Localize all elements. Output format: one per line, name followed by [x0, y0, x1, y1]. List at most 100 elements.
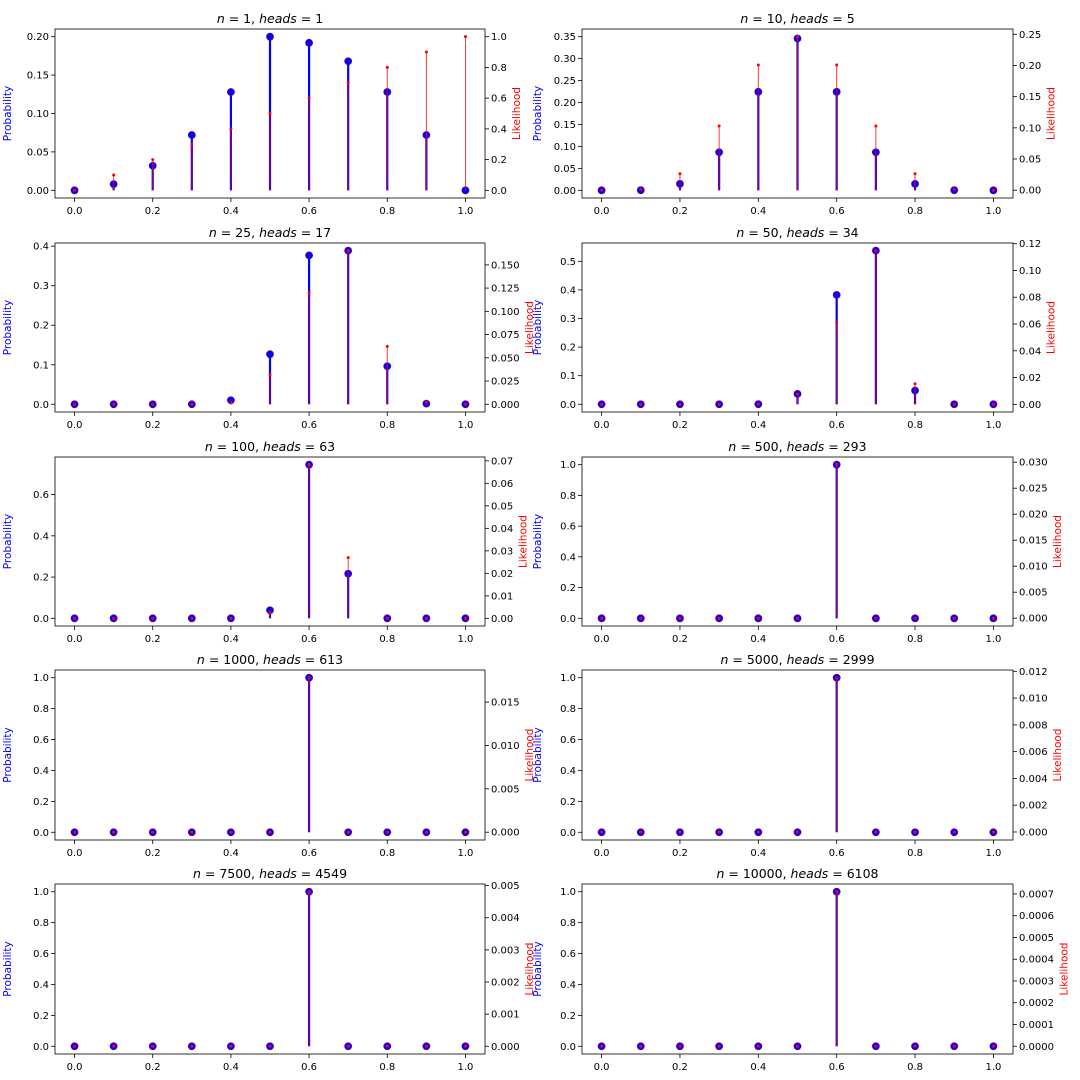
- likelihood-marker: [796, 392, 799, 396]
- y-right-tick-label: 0.10: [1019, 123, 1041, 134]
- likelihood-marker: [229, 616, 233, 620]
- subplot-1: n = 1, heads = 1 0.0 0.2 0.4 0.6 0.8 1.0 0.00 0.…: [2, 11, 523, 217]
- likelihood-marker: [190, 616, 194, 620]
- likelihood-marker: [717, 1044, 721, 1048]
- likelihood-marker: [874, 249, 878, 253]
- y-left-tick-label: 0.05: [554, 164, 576, 175]
- likelihood-marker: [229, 830, 233, 834]
- x-tick-label: 0.8: [379, 848, 395, 859]
- likelihood-marker: [73, 188, 77, 192]
- subplot-title: n = 50, heads = 34: [736, 225, 858, 240]
- y-right-tick-label: 0.005: [1019, 588, 1048, 599]
- y-right-tick-label: 0.005: [491, 881, 520, 892]
- likelihood-marker: [229, 1044, 233, 1048]
- plot-frame: [54, 883, 486, 1055]
- y-right-tick-label: 0.025: [491, 377, 520, 388]
- x-tick-label: 0.2: [672, 206, 688, 217]
- y-right-tick-label: 0.01: [491, 591, 513, 602]
- likelihood-marker: [151, 616, 155, 620]
- y-right-tick-label: 0.02: [1019, 373, 1041, 384]
- likelihood-marker: [835, 63, 839, 67]
- x-tick-label: 1.0: [985, 848, 1001, 859]
- title-value: 63: [319, 439, 335, 454]
- y-right-tick-label: 0.03: [491, 546, 513, 557]
- y-right-tick-label: 0.010: [1019, 562, 1048, 573]
- plot-frame: [581, 669, 1014, 841]
- y-right-tick-label: 0.00: [1019, 400, 1041, 411]
- y-left-tick-label: 0.6: [560, 949, 576, 960]
- x-tick-label: 0.6: [829, 634, 845, 645]
- y-left-tick-label: 0.8: [33, 704, 49, 715]
- likelihood-marker: [639, 830, 643, 834]
- plot-frame: [54, 242, 486, 413]
- y-left-tick-label: 0.5: [560, 257, 576, 268]
- likelihood-marker: [190, 1044, 194, 1048]
- likelihood-marker: [229, 401, 233, 405]
- y-right-tick-label: 0.002: [1019, 801, 1048, 812]
- y-left-tick-label: 0.8: [560, 491, 576, 502]
- y-right-tick-label: 0.0006: [1019, 911, 1054, 922]
- y-right-tick-label: 0.06: [1019, 320, 1041, 331]
- likelihood-marker: [796, 830, 799, 834]
- likelihood-marker: [913, 1044, 917, 1048]
- y-left-tick-label: 0.2: [560, 1011, 576, 1022]
- likelihood-marker: [913, 616, 917, 620]
- probability-series: [70, 887, 470, 1051]
- likelihood-marker: [952, 1044, 956, 1048]
- likelihood-marker: [874, 124, 878, 128]
- y-right-tick-label: 0.000: [1019, 614, 1048, 625]
- likelihood-marker: [112, 830, 116, 834]
- likelihood-series: [73, 463, 467, 620]
- y-right-tick-label: 0.010: [1019, 694, 1048, 705]
- likelihood-marker: [639, 616, 643, 620]
- probability-marker: [187, 131, 196, 139]
- y-right-tick-label: 0.05: [1019, 155, 1041, 166]
- x-tick-label: 0.0: [594, 206, 610, 217]
- y-left-tick-label: 0.10: [554, 142, 576, 153]
- title-value: 293: [843, 439, 867, 454]
- y-left-tick-label: 0.1: [33, 360, 49, 371]
- likelihood-marker: [600, 616, 604, 620]
- x-tick-label: 0.0: [67, 1062, 83, 1073]
- likelihood-marker: [913, 382, 917, 386]
- y-left-tick-label: 0.0: [560, 400, 576, 411]
- y-left-tick-label: 0.4: [33, 980, 49, 991]
- likelihood-series: [600, 890, 995, 1048]
- y-right-tick-label: 0.0005: [1019, 933, 1054, 944]
- likelihood-marker: [600, 402, 604, 406]
- likelihood-marker: [756, 616, 760, 620]
- y-left-tick-label: 0.4: [560, 766, 576, 777]
- title-value: 50: [763, 225, 779, 240]
- likelihood-marker: [463, 402, 467, 406]
- y-left-tick-label: 0.0: [33, 614, 49, 625]
- y-left-tick-label: 0.4: [33, 531, 49, 542]
- subplot-title: n = 10, heads = 5: [740, 11, 854, 26]
- likelihood-marker: [717, 124, 721, 128]
- likelihood-marker: [756, 63, 760, 67]
- subplot-7: n = 1000, heads = 613 0.0 0.2 0.4 0.6 0.8 1.0 0…: [2, 652, 536, 859]
- y-right-tick-label: 0.004: [491, 913, 520, 924]
- y-left-tick-label: 0.35: [554, 32, 576, 43]
- y-left-axis-label: Probability: [2, 514, 14, 570]
- title-value: 10000: [743, 866, 783, 881]
- likelihood-marker: [385, 1044, 389, 1048]
- y-right-axis-label: Likelihood: [1052, 729, 1064, 782]
- likelihood-marker: [307, 291, 311, 295]
- y-right-tick-label: 0.12: [1019, 239, 1041, 250]
- likelihood-marker: [600, 830, 604, 834]
- likelihood-marker: [717, 616, 721, 620]
- likelihood-marker: [991, 830, 995, 834]
- y-left-tick-label: 0.0: [560, 828, 576, 839]
- y-right-axis-label: Likelihood: [524, 943, 536, 996]
- likelihood-marker: [463, 830, 467, 834]
- subplot-8: n = 5000, heads = 2999 0.0 0.2 0.4 0.6 0.8 1.0…: [532, 652, 1064, 859]
- y-left-tick-label: 0.10: [27, 109, 49, 120]
- y-left-tick-label: 0.2: [560, 343, 576, 354]
- y-left-tick-label: 0.2: [33, 797, 49, 808]
- y-right-axis-label: Likelihood: [524, 301, 536, 354]
- x-tick-label: 0.6: [301, 634, 317, 645]
- y-left-axis-label: Probability: [532, 514, 544, 570]
- likelihood-marker: [346, 830, 350, 834]
- y-left-tick-label: 0.4: [560, 285, 576, 296]
- y-right-tick-label: 0.004: [1019, 774, 1048, 785]
